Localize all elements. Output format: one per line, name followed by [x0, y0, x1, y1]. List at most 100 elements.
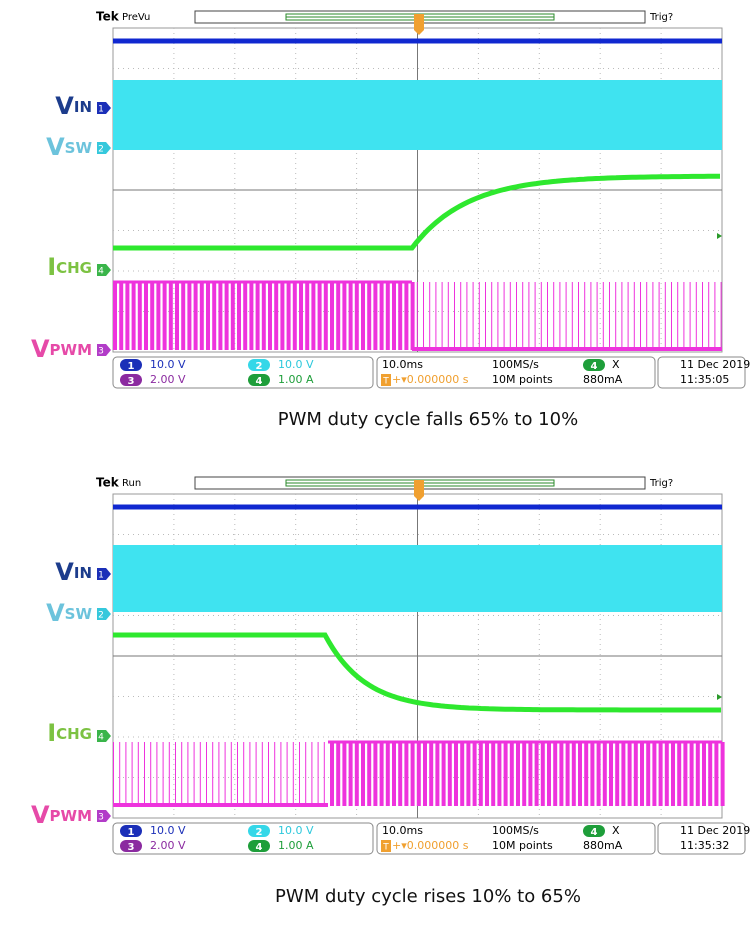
- channel-marker: [97, 142, 111, 154]
- channel-marker: [97, 344, 111, 356]
- pwm-pulse: [206, 742, 207, 806]
- pwm-pulse: [131, 742, 133, 806]
- pwm-pulse: [646, 282, 648, 350]
- pwm-pulse: [286, 742, 288, 806]
- status-box: [657, 356, 746, 389]
- pwm-pulse: [714, 282, 716, 350]
- pwm-pulse: [615, 282, 617, 350]
- marker-num: 2: [98, 145, 104, 155]
- pwm-pulse: [218, 282, 223, 350]
- channel-badge: [248, 840, 270, 852]
- pwm-pulse: [137, 742, 139, 806]
- trigger-marker: [414, 480, 424, 501]
- channel-label: VSW: [46, 599, 92, 627]
- marker-num: 3: [98, 347, 104, 357]
- pwm-pulse: [590, 742, 595, 806]
- pwm-pulse: [429, 742, 434, 806]
- trigger-status: Trig?: [649, 12, 673, 23]
- pwm-pulse: [683, 742, 688, 806]
- badge-num: 2: [256, 827, 263, 838]
- pwm-pulse: [677, 282, 679, 350]
- pwm-pulse: [354, 282, 359, 350]
- label-sub: PWM: [50, 341, 92, 359]
- pwm-pulse: [435, 742, 440, 806]
- pwm-pulse: [485, 282, 486, 350]
- pwm-pulse: [336, 742, 341, 806]
- pwm-pulse: [410, 282, 415, 350]
- pwm-pulse: [286, 282, 291, 350]
- pwm-pulse: [553, 282, 555, 350]
- trigger-pos-icon: T: [382, 377, 389, 387]
- pwm-pulse: [255, 282, 260, 350]
- pwm-pulse: [311, 742, 313, 806]
- pwm-pulse: [323, 742, 325, 806]
- pwm-pulse: [348, 742, 353, 806]
- label-sub: SW: [65, 605, 93, 623]
- pwm-pulse: [379, 742, 384, 806]
- pwm-pulse: [125, 742, 127, 806]
- pwm-pulse: [144, 742, 145, 806]
- pwm-pulse: [677, 742, 682, 806]
- vsw-trace: [113, 545, 722, 612]
- pwm-pulse: [664, 282, 666, 350]
- pwm-pulse: [280, 282, 285, 350]
- pwm-pulse: [671, 282, 672, 350]
- pwm-pulse: [708, 742, 713, 806]
- pwm-pulse: [503, 742, 508, 806]
- channel-badge: [120, 359, 142, 371]
- pwm-pulse: [652, 282, 654, 350]
- pwm-pulse: [702, 742, 706, 806]
- pwm-pulse: [162, 282, 167, 350]
- pwm-pulse: [485, 742, 489, 806]
- channel-label: VIN: [55, 558, 92, 586]
- pwm-pulse: [423, 742, 427, 806]
- pwm-pulse: [621, 742, 626, 806]
- channel-label: ICHG: [47, 253, 92, 281]
- pwm-pulse: [181, 282, 186, 350]
- channel-marker: [97, 102, 111, 114]
- pwm-pulse: [540, 282, 542, 350]
- label-main: V: [46, 599, 65, 627]
- pwm-pulse: [534, 742, 539, 806]
- pwm-pulse: [224, 282, 229, 350]
- pwm-pulse: [683, 282, 685, 350]
- time: 11:35:32: [680, 839, 729, 852]
- pwm-pulse: [621, 282, 623, 350]
- pwm-pulse: [268, 282, 272, 350]
- pwm-pulse: [646, 742, 651, 806]
- pwm-pulse: [559, 742, 564, 806]
- pwm-pulse: [168, 742, 170, 806]
- pwm-pulse: [627, 282, 629, 350]
- channel-scale: 10.0 V: [150, 358, 186, 371]
- pwm-pulse: [516, 742, 520, 806]
- pwm-pulse: [398, 282, 403, 350]
- badge-num: 3: [128, 376, 135, 387]
- channel-badge: [120, 825, 142, 837]
- status-box: [112, 356, 374, 389]
- pwm-pulse: [175, 742, 176, 806]
- pwm-pulse: [633, 742, 638, 806]
- channel-scale: 10.0 V: [278, 358, 314, 371]
- pwm-pulse: [528, 282, 530, 350]
- pwm-pulse: [714, 742, 719, 806]
- record-length: 10M points: [492, 373, 553, 386]
- pwm-pulse: [565, 742, 570, 806]
- pwm-pulse: [708, 282, 710, 350]
- channel-badge: [120, 840, 142, 852]
- timebase: 10.0ms: [382, 358, 423, 371]
- trigger-level: 880mA: [583, 373, 623, 386]
- label-main: I: [47, 719, 56, 747]
- pwm-pulse: [187, 282, 192, 350]
- pwm-pulse: [627, 742, 632, 806]
- pwm-pulse: [652, 742, 657, 806]
- pwm-pulse: [162, 742, 164, 806]
- pwm-pulse: [497, 282, 499, 350]
- channel-scale: 2.00 V: [150, 373, 186, 386]
- pwm-pulse: [441, 742, 446, 806]
- pwm-pulse: [361, 742, 365, 806]
- pwm-pulse: [609, 282, 610, 350]
- trigger-pos-icon: T: [382, 843, 389, 853]
- date: 11 Dec 2019: [680, 824, 750, 837]
- acq-mode: PreVu: [122, 12, 150, 23]
